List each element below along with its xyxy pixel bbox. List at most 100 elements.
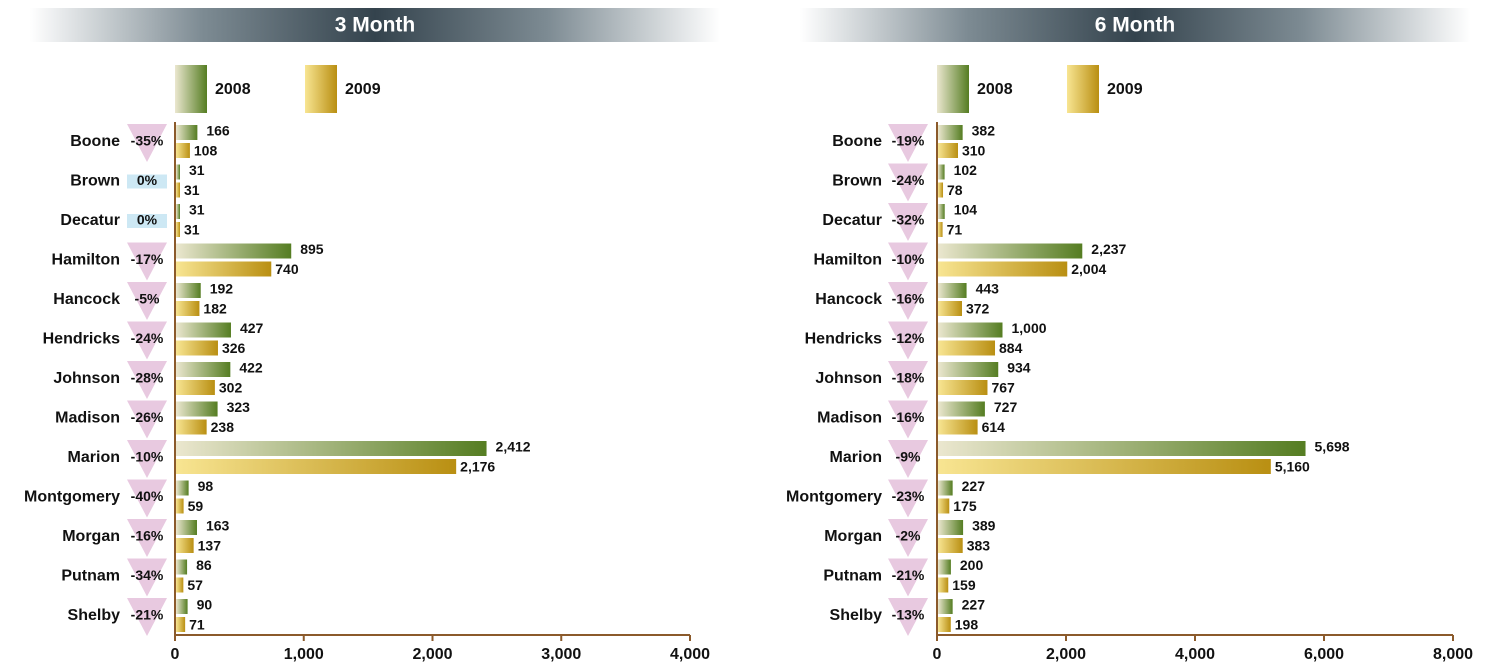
- change-marker: [127, 519, 167, 557]
- value-label: 175: [953, 498, 977, 514]
- change-label: -16%: [892, 291, 925, 307]
- category-label: Hamilton: [814, 252, 882, 269]
- value-label: 614: [982, 419, 1006, 435]
- value-label: 5,698: [1315, 439, 1350, 455]
- change-marker: [888, 598, 928, 636]
- change-marker: [888, 282, 928, 320]
- change-marker: [127, 558, 167, 597]
- change-label: -16%: [892, 409, 925, 425]
- value-label: 1,000: [1012, 320, 1047, 336]
- change-marker: [888, 361, 928, 399]
- category-label: Hamilton: [52, 252, 120, 269]
- value-label: 57: [187, 577, 203, 593]
- change-marker: [127, 124, 167, 162]
- value-label: 98: [198, 478, 214, 494]
- value-label: 159: [952, 577, 976, 593]
- bar: [938, 520, 964, 535]
- change-label: -13%: [892, 607, 925, 623]
- category-label: Madison: [55, 410, 120, 427]
- bar: [176, 204, 180, 219]
- change-marker: [127, 282, 167, 320]
- x-tick-label: 6,000: [1304, 646, 1344, 663]
- category-label: Decatur: [822, 212, 882, 229]
- value-label: 200: [960, 557, 984, 573]
- change-label: -32%: [892, 212, 925, 228]
- category-label: Boone: [70, 133, 120, 150]
- change-marker: [888, 242, 928, 281]
- change-label: 0%: [137, 172, 158, 188]
- change-label: -16%: [131, 528, 164, 544]
- change-label: -21%: [892, 567, 925, 583]
- bar: [176, 164, 180, 180]
- value-label: 31: [189, 202, 205, 218]
- change-label: -2%: [896, 528, 921, 544]
- bar: [176, 419, 207, 435]
- value-label: 5,160: [1275, 459, 1310, 475]
- value-label: 443: [976, 281, 1000, 297]
- bar: [176, 520, 197, 535]
- category-label: Montgomery: [786, 489, 882, 506]
- value-label: 895: [300, 241, 324, 257]
- legend-swatch: [175, 65, 207, 113]
- bar: [176, 283, 201, 298]
- bar: [176, 577, 184, 593]
- category-label: Johnson: [815, 370, 882, 387]
- bar: [938, 617, 951, 632]
- legend-label: 2009: [345, 81, 381, 98]
- change-marker: [888, 163, 928, 202]
- bar: [176, 459, 457, 474]
- value-label: 90: [197, 597, 213, 613]
- change-marker: [888, 400, 928, 439]
- value-label: 78: [947, 182, 963, 198]
- bar: [176, 538, 194, 553]
- change-marker: [127, 598, 167, 636]
- bar: [938, 301, 962, 316]
- legend-label: 2008: [977, 81, 1013, 98]
- value-label: 163: [206, 518, 230, 534]
- change-marker: [127, 321, 167, 360]
- bar: [176, 401, 218, 417]
- category-label: Brown: [832, 173, 882, 190]
- value-label: 182: [203, 301, 227, 317]
- value-label: 2,004: [1071, 261, 1106, 277]
- value-label: 727: [994, 399, 1018, 415]
- category-label: Hancock: [53, 291, 120, 308]
- category-label: Hendricks: [43, 331, 120, 348]
- value-label: 302: [219, 380, 243, 396]
- bar: [938, 204, 945, 219]
- value-label: 427: [240, 320, 264, 336]
- bar: [938, 125, 963, 140]
- value-label: 326: [222, 340, 246, 356]
- x-tick-label: 4,000: [1175, 646, 1215, 663]
- value-label: 389: [972, 518, 996, 534]
- value-label: 102: [954, 162, 978, 178]
- value-label: 192: [210, 281, 234, 297]
- bar: [176, 182, 180, 198]
- title-bar: [30, 8, 720, 42]
- bar: [176, 143, 190, 158]
- value-label: 137: [198, 538, 222, 554]
- x-tick-label: 0: [171, 646, 180, 663]
- value-label: 884: [999, 340, 1023, 356]
- change-marker: [888, 558, 928, 597]
- bar: [938, 599, 953, 614]
- category-label: Marion: [830, 449, 882, 466]
- value-label: 86: [196, 557, 212, 573]
- value-label: 104: [954, 202, 978, 218]
- value-label: 934: [1007, 360, 1031, 376]
- category-label: Morgan: [62, 528, 120, 545]
- bar: [938, 380, 988, 395]
- bar: [938, 538, 963, 553]
- change-label: -24%: [131, 330, 164, 346]
- value-label: 372: [966, 301, 990, 317]
- x-tick-label: 2,000: [1046, 646, 1086, 663]
- change-label: -26%: [131, 409, 164, 425]
- change-label: -17%: [131, 251, 164, 267]
- legend-swatch: [1067, 65, 1099, 113]
- change-marker: [127, 479, 167, 518]
- category-label: Hendricks: [805, 331, 882, 348]
- change-label: -5%: [135, 291, 160, 307]
- category-label: Shelby: [68, 607, 121, 624]
- change-marker: [888, 203, 928, 241]
